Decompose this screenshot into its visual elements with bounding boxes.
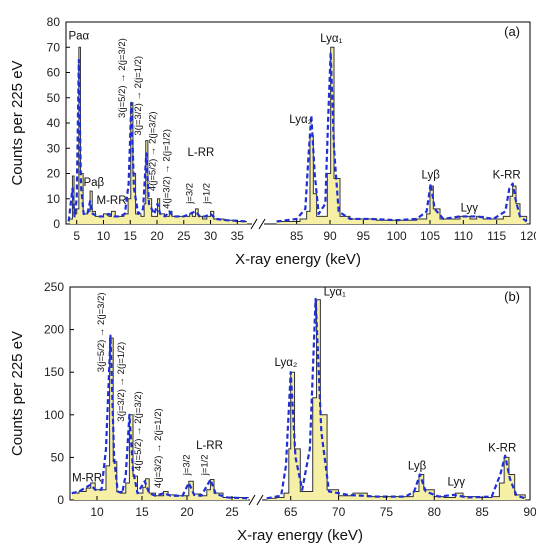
peak-annotation: j=1/2 <box>200 454 211 476</box>
y-tick-label: 150 <box>44 365 64 379</box>
x-tick-label: 90 <box>523 505 536 519</box>
measured-spectrum-fill <box>276 47 527 224</box>
panel-label: (b) <box>504 289 520 304</box>
x-tick-label: 95 <box>357 229 371 243</box>
x-tick-label: 25 <box>177 229 191 243</box>
x-tick-label: 80 <box>428 505 442 519</box>
peak-annotation: 4(j=3/2) → 2(j=1/2) <box>161 129 172 209</box>
peak-annotation: Paβ <box>83 177 104 189</box>
peak-annotation: Lyβ <box>421 170 440 182</box>
y-tick-label: 50 <box>51 450 65 464</box>
panel-label: (a) <box>504 24 520 39</box>
x-tick-label: 115 <box>487 229 506 243</box>
axis-break-mark <box>256 494 264 506</box>
peak-annotation: 4(j=5/2) → 2(j=3/2) <box>133 391 144 471</box>
fit-spectrum-line <box>266 297 526 500</box>
x-tick-label: 105 <box>420 229 440 243</box>
peak-annotation: Lyα₁ <box>324 287 346 299</box>
measured-spectrum-line <box>71 337 249 499</box>
x-tick-label: 85 <box>290 229 304 243</box>
x-tick-label: 110 <box>454 229 473 243</box>
peak-annotation: 3(j=3/2) → 2(j=1/2) <box>133 56 144 136</box>
peak-annotation: M-RR <box>72 472 102 484</box>
y-tick-label: 40 <box>47 116 61 130</box>
x-tick-label: 120 <box>520 229 536 243</box>
peak-annotation: Lyγ <box>461 202 479 214</box>
axis-break-gap <box>252 219 264 229</box>
fit-spectrum-line <box>67 58 247 223</box>
x-tick-label: 25 <box>225 505 239 519</box>
y-tick-label: 10 <box>47 192 61 206</box>
peak-annotation: 3(j=5/2) → 2(j=3/2) <box>117 38 128 118</box>
x-tick-label: 20 <box>180 505 194 519</box>
y-tick-label: 0 <box>57 493 64 507</box>
peak-annotation: j=3/2 <box>184 183 195 205</box>
x-tick-label: 15 <box>135 505 149 519</box>
y-tick-label: 250 <box>44 280 64 294</box>
x-tick-label: 75 <box>380 505 394 519</box>
peak-annotation: K-RR <box>493 170 521 182</box>
peak-annotation: j=1/2 <box>201 183 212 205</box>
peak-annotation: K-RR <box>488 442 516 454</box>
peak-annotation: 3(j=3/2) → 2(j=1/2) <box>116 342 127 422</box>
x-tick-label: 15 <box>124 229 138 243</box>
y-tick-label: 50 <box>47 91 61 105</box>
peak-annotation: Lyγ <box>448 477 466 489</box>
peak-annotation: 4(j=5/2) → 2(j=3/2) <box>147 111 158 191</box>
x-tick-label: 70 <box>332 505 346 519</box>
panel-a-spectrum-chart: 0 10 20 30 40 50 60 70 80 5 10 15 20 25 30 35 85 90 95 100 1… <box>9 15 536 268</box>
peak-annotation: Paα <box>68 31 89 43</box>
x-tick-label: 100 <box>387 229 407 243</box>
y-tick-label: 200 <box>44 323 64 337</box>
x-tick-label: 10 <box>90 505 104 519</box>
y-tick-label: 20 <box>47 167 61 181</box>
y-axis-label: Counts per 225 eV <box>9 60 26 185</box>
measured-spectrum-fill <box>266 299 526 500</box>
y-tick-label: 30 <box>47 141 61 155</box>
axis-break-mark <box>248 494 256 506</box>
peak-annotation: Lyα₂ <box>275 357 298 369</box>
y-tick-label: 60 <box>47 66 61 80</box>
peak-annotation: M-RR <box>96 195 126 207</box>
measured-spectrum-line <box>266 299 526 499</box>
x-tick-label: 85 <box>475 505 489 519</box>
peak-annotation: 4(j=3/2) → 2(j=1/2) <box>153 408 164 488</box>
x-tick-label: 65 <box>284 505 298 519</box>
peak-annotation: L-RR <box>196 440 223 452</box>
measured-spectrum-line <box>276 46 528 222</box>
x-tick-label: 90 <box>323 229 337 243</box>
peak-annotation: j=3/2 <box>182 454 193 476</box>
x-tick-label: 30 <box>204 229 218 243</box>
axis-break-mark <box>250 218 258 230</box>
peak-annotation: 3(j=5/2) → 2(j=3/2) <box>96 292 107 372</box>
peak-annotation: Lyα₂ <box>289 114 312 126</box>
x-tick-label: 5 <box>73 229 80 243</box>
y-tick-label: 80 <box>47 15 61 29</box>
axis-break-mark <box>258 218 266 230</box>
x-axis-label: X-ray energy (keV) <box>237 527 363 544</box>
y-axis-label: Counts per 225 eV <box>9 331 26 456</box>
panel-b-spectrum-chart: 0 50 100 150 200 250 10 15 20 25 65 70 75 80 85 90 X-ray… <box>9 280 536 544</box>
y-tick-label: 70 <box>47 40 61 54</box>
y-tick-label: 100 <box>44 408 64 422</box>
peak-annotation: Lyα₁ <box>320 33 342 45</box>
axis-break-gap <box>250 495 262 505</box>
x-axis-label: X-ray energy (keV) <box>235 251 361 268</box>
x-tick-label: 20 <box>150 229 164 243</box>
peak-annotation: L-RR <box>187 147 214 159</box>
x-tick-label: 35 <box>231 229 245 243</box>
x-tick-label: 10 <box>97 229 111 243</box>
peak-annotation: Lyβ <box>408 460 427 472</box>
y-tick-label: 0 <box>53 217 60 231</box>
